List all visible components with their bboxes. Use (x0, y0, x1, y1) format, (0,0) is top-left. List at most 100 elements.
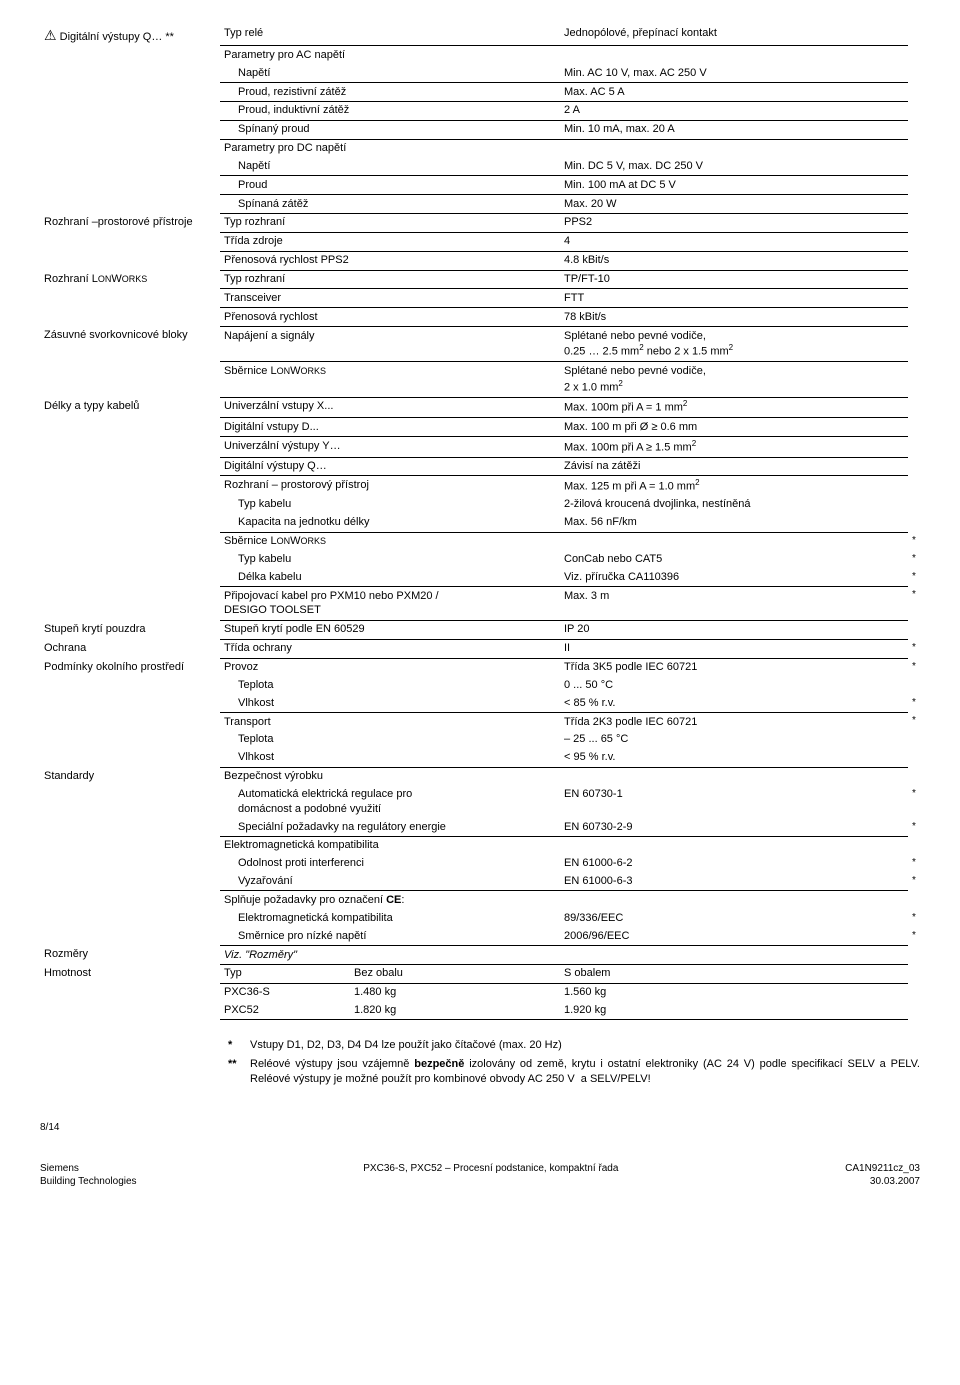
margin-star (908, 496, 920, 514)
spec-param: Univerzální výstupy Y… (220, 437, 560, 458)
weight-table: Hmotnost Typ Bez obalu S obalem PXC36-S … (40, 965, 920, 1021)
margin-star (908, 676, 920, 694)
spec-param: Speciální požadavky na regulátory energi… (220, 818, 560, 836)
section-label: Rozhraní LONWORKS (40, 270, 220, 289)
spec-param: Digitální vstupy D... (220, 418, 560, 437)
wt-h1: Typ (220, 965, 350, 983)
spec-value: Viz. příručka CA110396 (560, 568, 908, 586)
spec-param: Spínaný proud (220, 120, 560, 139)
spec-param: Třída zdroje (220, 232, 560, 251)
spec-value: IP 20 (560, 620, 908, 639)
spec-value: – 25 ... 65 °C (560, 731, 908, 749)
spec-value: Max. 100m při A = 1 mm2 (560, 397, 908, 418)
footer-left1: Siemens (40, 1163, 79, 1174)
spec-param: Kapacita na jednotku délky (220, 514, 560, 532)
spec-param: Typ rozhraní (220, 270, 560, 289)
spec-value: 4.8 kBit/s (560, 251, 908, 270)
margin-star (908, 362, 920, 397)
spec-param: Splňuje požadavky pro označení CE: (220, 891, 560, 909)
spec-value (560, 946, 908, 965)
spec-value: Min. DC 5 V, max. DC 250 V (560, 157, 908, 175)
margin-star (908, 437, 920, 458)
margin-star: * (908, 658, 920, 676)
spec-value: 89/336/EEC (560, 909, 908, 927)
section-label: ⚠ Digitální výstupy Q… ** (40, 24, 220, 46)
spec-value: < 85 % r.v. (560, 694, 908, 712)
spec-param: Stupeň krytí podle EN 60529 (220, 620, 560, 639)
margin-star: * (908, 550, 920, 568)
spec-value: 2-žilová kroucená dvojlinka, nestíněná (560, 496, 908, 514)
margin-star (908, 749, 920, 767)
margin-star: * (908, 587, 920, 621)
margin-star (908, 620, 920, 639)
spec-value: Splétané nebo pevné vodiče, 2 x 1.0 mm2 (560, 362, 908, 397)
margin-star: * (908, 568, 920, 586)
section-label: Podmínky okolního prostředí (40, 658, 220, 676)
fn2-text: Reléové výstupy jsou vzájemně bezpečně i… (250, 1057, 920, 1087)
margin-star (908, 120, 920, 139)
spec-value (560, 836, 908, 854)
spec-param: Parametry pro DC napětí (220, 139, 560, 157)
spec-param: Elektromagnetická kompatibilita (220, 909, 560, 927)
spec-param: Transport (220, 713, 560, 731)
margin-star (908, 195, 920, 214)
spec-param: Přenosová rychlost (220, 308, 560, 327)
spec-value: Max. 20 W (560, 195, 908, 214)
spec-param: Teplota (220, 676, 560, 694)
spec-value: Min. AC 10 V, max. AC 250 V (560, 64, 908, 82)
margin-star: * (908, 639, 920, 658)
spec-value: 78 kBit/s (560, 308, 908, 327)
margin-star (908, 157, 920, 175)
spec-param: Přenosová rychlost PPS2 (220, 251, 560, 270)
margin-star: * (908, 818, 920, 836)
footer-right2: 30.03.2007 (870, 1176, 920, 1187)
margin-star (908, 397, 920, 418)
weight-label: Hmotnost (40, 965, 220, 983)
spec-value (560, 767, 908, 785)
margin-star (908, 176, 920, 195)
spec-param: Směrnice pro nízké napětí (220, 927, 560, 945)
spec-param: Sběrnice LONWORKS (220, 532, 560, 550)
spec-value: EN 60730-1 (560, 785, 908, 818)
spec-param: Napájení a signály (220, 327, 560, 362)
spec-value: 2006/96/EEC (560, 927, 908, 945)
spec-value: Min. 100 mA at DC 5 V (560, 176, 908, 195)
spec-value: ConCab nebo CAT5 (560, 550, 908, 568)
wt-h2: Bez obalu (350, 965, 560, 983)
margin-star: * (908, 785, 920, 818)
spec-value: Závisí na zátěži (560, 457, 908, 476)
margin-star (908, 327, 920, 362)
page-number: 8/14 (40, 1121, 920, 1135)
spec-param: Vlhkost (220, 694, 560, 712)
spec-value: Max. 56 nF/km (560, 514, 908, 532)
margin-star: * (908, 694, 920, 712)
spec-value (560, 139, 908, 157)
spec-table: ⚠ Digitální výstupy Q… **Typ reléJednopó… (40, 24, 920, 965)
spec-param: Rozhraní – prostorový přístroj (220, 476, 560, 496)
spec-value: Max. 3 m (560, 587, 908, 621)
fn2-mark: ** (228, 1057, 250, 1087)
spec-param: Napětí (220, 157, 560, 175)
spec-param: Digitální výstupy Q… (220, 457, 560, 476)
spec-param: Proud, induktivní zátěž (220, 101, 560, 120)
spec-param: Připojovací kabel pro PXM10 nebo PXM20 /… (220, 587, 560, 621)
spec-param: Vlhkost (220, 749, 560, 767)
margin-star: * (908, 532, 920, 550)
spec-value: 2 A (560, 101, 908, 120)
spec-param: Teplota (220, 731, 560, 749)
spec-param: Provoz (220, 658, 560, 676)
spec-value: II (560, 639, 908, 658)
footer-left2: Building Technologies (40, 1176, 137, 1187)
spec-param: Typ kabelu (220, 550, 560, 568)
margin-star (908, 767, 920, 785)
spec-param: Univerzální vstupy X... (220, 397, 560, 418)
margin-star (908, 457, 920, 476)
section-label: Stupeň krytí pouzdra (40, 620, 220, 639)
margin-star (908, 289, 920, 308)
spec-param: Spínaná zátěž (220, 195, 560, 214)
spec-value: Max. AC 5 A (560, 83, 908, 102)
section-label: Ochrana (40, 639, 220, 658)
spec-value (560, 46, 908, 64)
spec-param: Proud, rezistivní zátěž (220, 83, 560, 102)
margin-star (908, 476, 920, 496)
